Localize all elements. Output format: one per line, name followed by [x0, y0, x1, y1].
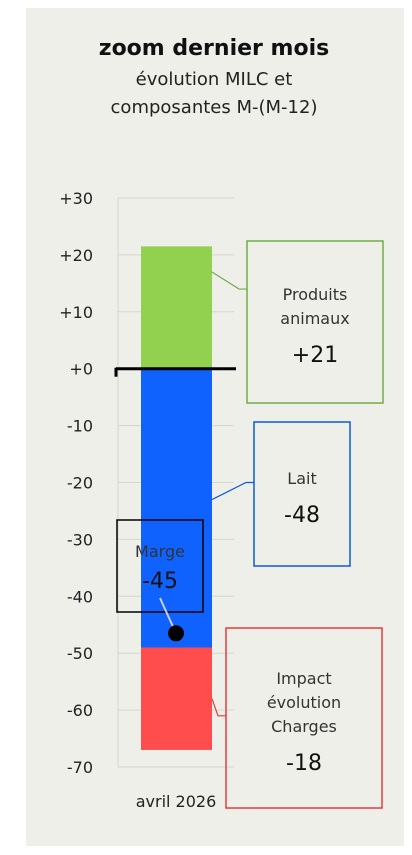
y-tick-label-6: -30	[67, 530, 93, 549]
y-tick-label-2: +10	[59, 303, 93, 322]
annotation-label-impact-charges-1: Impact	[276, 669, 331, 688]
annotation-box-lait	[253, 421, 351, 567]
y-tick-label-9: -60	[67, 701, 93, 720]
annotation-box-impact-charges	[225, 627, 383, 809]
annotation-value-marge: -45	[142, 569, 178, 594]
x-category-label: avril 2026	[136, 792, 217, 811]
chart-subtitle-line-1: évolution MILC et	[136, 69, 293, 90]
annotation-box-marge	[116, 519, 204, 613]
bar-produits-animaux	[141, 246, 212, 369]
annotation-label-produits-animaux-1: Produits	[283, 285, 348, 304]
chart-panel: zoom dernier mois évolution MILC et comp…	[26, 8, 404, 846]
annotation-label-impact-charges-3: Charges	[271, 717, 337, 736]
marge-point	[168, 625, 184, 642]
annotation-label-produits-animaux-2: animaux	[280, 309, 349, 328]
y-tick-label-5: -20	[67, 474, 93, 493]
y-tick-label-7: -40	[67, 587, 93, 606]
y-tick-label-8: -50	[67, 644, 93, 663]
y-tick-label-4: -10	[67, 417, 93, 436]
annotation-box-produits-animaux	[246, 240, 384, 404]
leader-line-impact-charges	[211, 698, 226, 717]
leader-line-lait	[211, 481, 254, 501]
annotation-label-lait-1: Lait	[287, 469, 316, 488]
bar-impact-charges	[141, 647, 212, 750]
y-tick-label-3: +0	[69, 360, 93, 379]
leader-line-produits-animaux	[211, 271, 247, 290]
y-tick-label-10: -70	[67, 758, 93, 777]
bar-lait	[141, 368, 212, 648]
y-tick-label-1: +20	[59, 246, 93, 265]
annotation-label-marge: Marge	[135, 542, 185, 561]
y-tick-label-0: +30	[59, 189, 93, 208]
chart-title: zoom dernier mois	[99, 36, 329, 61]
annotation-value-impact-charges: -18	[286, 751, 322, 776]
annotation-label-impact-charges-2: évolution	[267, 693, 341, 712]
chart: zoom dernier mois évolution MILC et comp…	[59, 36, 384, 811]
chart-subtitle-line-2: composantes M-(M-12)	[111, 97, 318, 118]
annotation-value-produits-animaux: +21	[292, 343, 338, 368]
annotation-value-lait: -48	[284, 503, 320, 528]
